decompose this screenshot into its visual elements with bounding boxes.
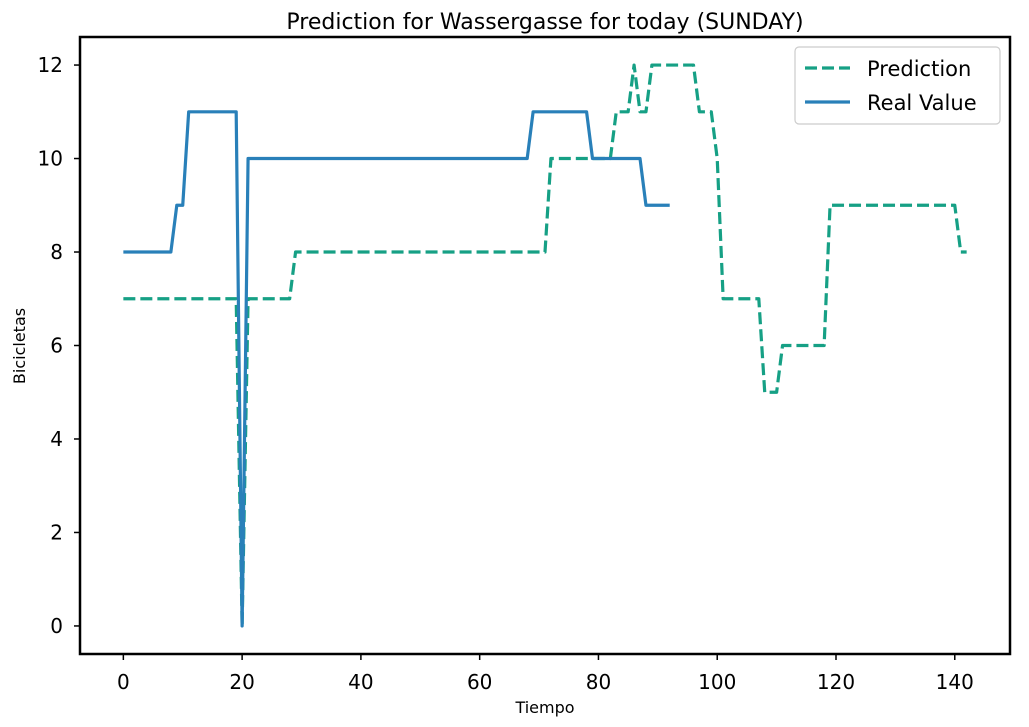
x-tick-label: 140 — [936, 670, 974, 694]
x-tick-label: 60 — [467, 670, 492, 694]
y-tick-label: 8 — [50, 240, 63, 264]
y-tick-label: 2 — [50, 520, 63, 544]
x-tick-label: 0 — [117, 670, 130, 694]
series-lines — [123, 63, 967, 628]
plot-frame — [78, 35, 1012, 656]
series-line-prediction — [123, 63, 967, 628]
x-axis: 0 20 40 60 80 100 120 140 — [117, 654, 974, 694]
y-tick-label: 10 — [38, 147, 63, 171]
y-tick-label: 4 — [50, 427, 63, 451]
x-tick-label: 100 — [698, 670, 736, 694]
legend-label: Real Value — [867, 91, 977, 115]
x-tick-label: 40 — [348, 670, 373, 694]
y-axis: 0 2 4 6 8 10 12 — [38, 53, 80, 638]
x-tick-label: 80 — [586, 670, 611, 694]
legend: Prediction Real Value — [794, 46, 1001, 125]
x-tick-label: 20 — [229, 670, 254, 694]
chart-title: Prediction for Wassergasse for today (SU… — [286, 10, 803, 35]
y-tick-label: 12 — [38, 53, 63, 77]
legend-box — [794, 46, 1001, 125]
y-tick-label: 6 — [50, 334, 63, 358]
legend-label: Prediction — [867, 57, 971, 81]
y-tick-label: 0 — [50, 614, 63, 638]
x-axis-label: Tiempo — [514, 698, 574, 717]
x-tick-label: 120 — [817, 670, 855, 694]
y-axis-label: Bicicletas — [10, 308, 29, 384]
series-line-real-value — [123, 110, 670, 628]
